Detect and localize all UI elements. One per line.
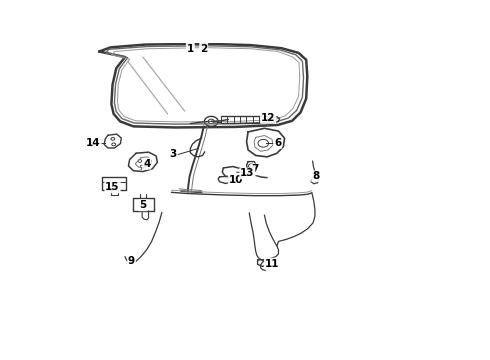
- Text: 1: 1: [187, 44, 194, 54]
- Text: 10: 10: [229, 175, 243, 185]
- Text: 9: 9: [128, 256, 135, 266]
- Text: 8: 8: [312, 171, 319, 181]
- Text: 11: 11: [265, 258, 279, 269]
- Text: 4: 4: [143, 159, 150, 169]
- Text: 13: 13: [240, 168, 255, 179]
- Text: 7: 7: [251, 164, 259, 174]
- Text: 15: 15: [105, 183, 120, 192]
- Text: 3: 3: [170, 149, 177, 159]
- Text: 5: 5: [139, 201, 147, 210]
- Text: 12: 12: [261, 113, 275, 123]
- Text: 2: 2: [200, 44, 207, 54]
- Text: 14: 14: [86, 138, 101, 148]
- Text: 6: 6: [274, 138, 281, 148]
